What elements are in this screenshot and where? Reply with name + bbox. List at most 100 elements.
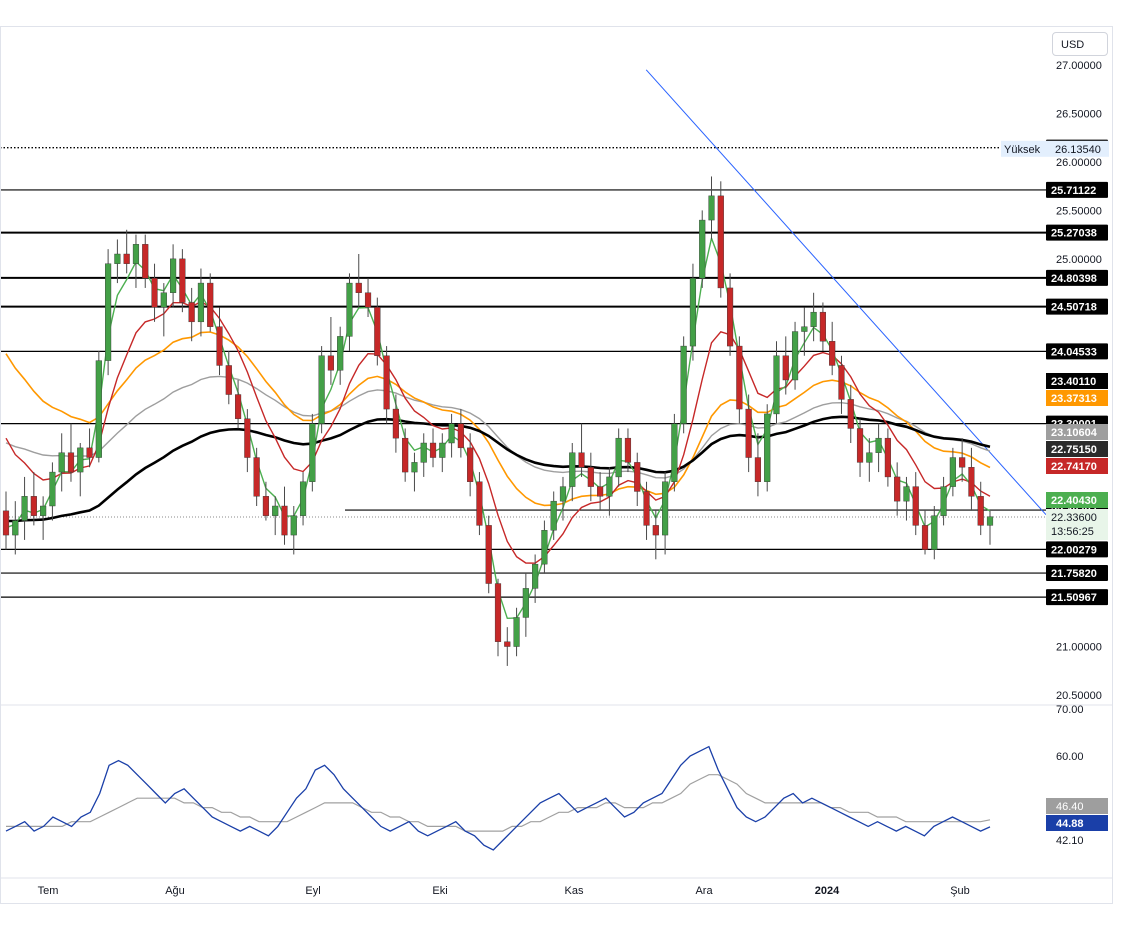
candle-down [2,510,10,536]
ma-value-label: 22.40430 [1051,495,1097,507]
moving-average-red [5,301,991,564]
candle-up [791,331,799,381]
level-price-label-bg [1046,565,1108,582]
candle-down [624,437,632,463]
candle-up [49,471,56,507]
candle-up [318,355,325,424]
candle-down [216,326,223,366]
rsi-ma-badge-bg [1046,798,1108,814]
candle-up [986,516,994,526]
moving-average-black [6,415,991,523]
candle-down [894,476,901,502]
candle-down [485,525,492,584]
level-price-label-bg [1046,541,1108,558]
candle-down [86,447,93,458]
trendline [645,69,1047,516]
candle-up [559,486,567,502]
ma-value-bg [1046,373,1108,389]
ma-value-label: 23.40110 [1051,376,1096,388]
candle-up [606,476,613,497]
candle-up [513,617,520,647]
candle-down [429,442,437,458]
candle-down [234,394,242,419]
ma-value-bg [1046,492,1108,508]
rsi-badge-bg [1046,815,1108,831]
candle-down [884,437,891,478]
candle-down [819,311,826,342]
price-axis-tick: 26.50000 [1056,108,1102,120]
candle-down [30,496,37,516]
candle-down [262,496,270,516]
ma-value-bg [1046,441,1108,457]
candle-down [921,525,929,550]
candle-down [476,481,483,526]
ma-value-label: 23.37313 [1051,393,1097,405]
candle-down [829,341,836,366]
candle-down [123,253,130,264]
high-marker-value: 26.13540 [1055,144,1101,156]
candle-down [207,282,214,327]
candle-up [346,282,353,337]
candle-down [643,491,650,526]
candle-down [383,355,390,410]
candle-down [179,258,186,303]
candle-up [290,515,297,536]
candle-down [736,345,743,410]
candle-down [188,302,195,323]
level-price-label: 21.50967 [1051,592,1097,604]
level-price-label: 21.75820 [1051,568,1097,580]
candle-down [717,195,724,289]
candle-up [160,292,167,308]
rsi-badge: 44.88 [1056,818,1084,830]
candle-down [281,505,288,536]
candle-down [745,408,752,458]
candle-up [662,481,669,536]
time-axis-label: Şub [950,885,970,897]
candle-up [550,500,557,531]
candle-up [299,481,307,516]
level-price-label-bg [1046,589,1108,606]
candle-down [402,437,409,473]
candle-up [522,588,529,618]
candle-up [773,355,780,415]
candle-down [959,457,966,468]
candle-down [782,355,789,381]
candle-up [699,219,706,279]
time-axis-label: Eyl [305,885,320,897]
candle-up [420,442,427,463]
candle-up [40,505,47,516]
level-price-label-bg [1046,269,1108,286]
moving-average-gray [5,375,991,479]
candle-down [838,365,845,400]
candle-up [764,413,771,482]
candle-up [114,253,121,264]
rsi-axis-tick: 42.10 [1056,835,1084,847]
candle-up [866,452,873,463]
level-price-label: 24.50718 [1051,302,1097,314]
level-price-label-bg [1046,343,1108,360]
candle-down [151,278,158,308]
price-axis-tick: 25.00000 [1056,254,1102,266]
candle-up [12,520,19,536]
candle-up [903,486,910,502]
candle-down [494,583,502,642]
candle-down [856,428,864,463]
level-price-label: 22.00279 [1051,544,1097,556]
candle-up [532,563,539,589]
candle-up [541,530,548,565]
currency-selector[interactable]: USD [1052,32,1108,56]
rsi-ma-line [6,774,991,832]
candle-up [197,282,205,323]
price-axis-tick: 27.00000 [1056,60,1102,72]
candle-up [21,496,28,521]
time-axis-label: Eki [432,885,447,897]
candle-up [671,423,678,482]
time-axis-label: Kas [565,885,584,897]
candle-up [58,452,65,473]
candle-up [931,515,938,550]
candle-down [504,641,511,647]
candle-down [225,365,232,395]
level-price-label: 24.80398 [1051,273,1097,285]
